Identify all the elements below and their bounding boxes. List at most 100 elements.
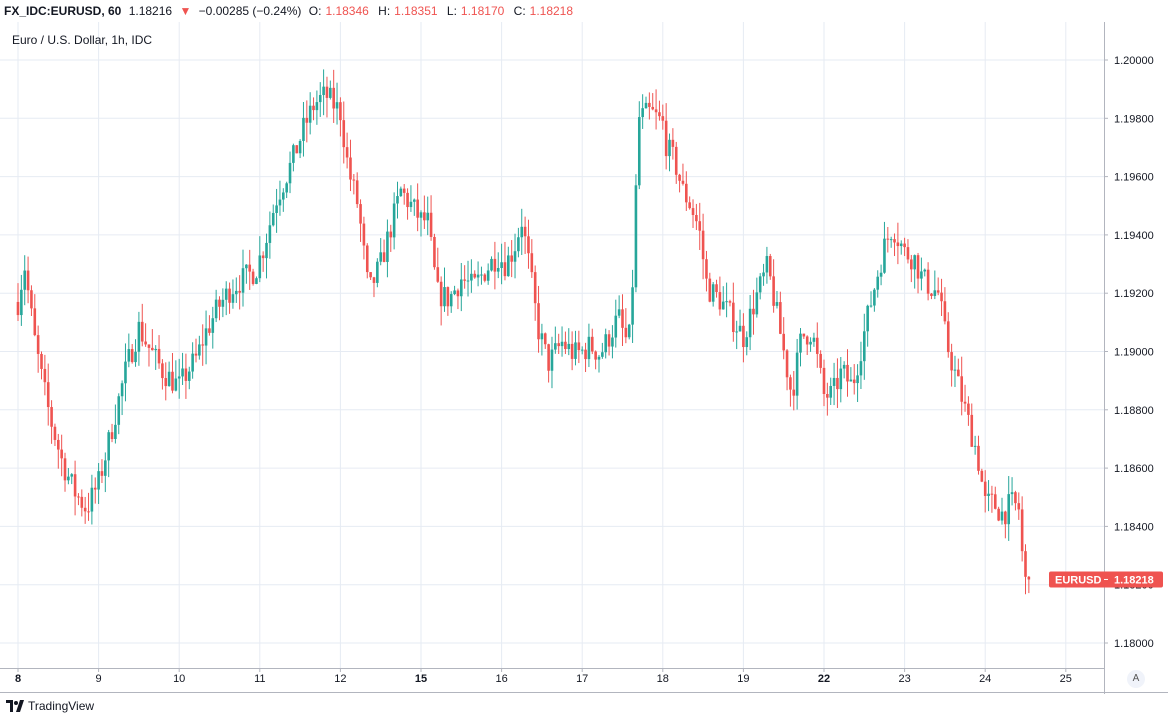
candle-body — [416, 199, 419, 218]
candle-body — [742, 325, 745, 348]
candle-body — [483, 274, 487, 281]
candle-body — [792, 389, 796, 396]
candle-body — [396, 196, 399, 204]
candle-body — [372, 277, 376, 283]
chart-area[interactable]: 1.20000 1.19800 1.19600 1.19400 1.19200 1.190… — [0, 22, 1168, 694]
candle-body — [164, 378, 168, 387]
candle-body — [282, 192, 285, 200]
candle-body — [302, 117, 305, 141]
candle-body — [329, 87, 332, 98]
candle-body — [990, 493, 994, 495]
candle-body — [26, 270, 30, 291]
symbol-label[interactable]: FX_IDC:EURUSD, 60 — [4, 4, 122, 18]
candle-body — [604, 334, 608, 353]
candle-body — [493, 258, 497, 272]
candle-body — [507, 255, 510, 277]
candle-body — [443, 287, 446, 307]
candle-body — [779, 302, 782, 334]
candle-body — [641, 108, 644, 118]
candle-body — [1004, 511, 1007, 525]
candle-body — [879, 272, 883, 277]
candle-body — [967, 403, 970, 415]
price-axis: 1.20000 1.19800 1.19600 1.19400 1.19200 1.190… — [1104, 22, 1168, 694]
change-down-icon: ▼ — [179, 4, 192, 18]
candle-body — [1017, 503, 1021, 510]
candle-body — [805, 336, 809, 345]
price-tag-symbol: EURUSD — [1055, 574, 1102, 586]
candle-body — [271, 212, 275, 226]
candle-body — [436, 267, 440, 282]
candle-body — [893, 239, 896, 243]
candlestick-chart[interactable]: 1.20000 1.19800 1.19600 1.19400 1.19200 1.190… — [0, 22, 1168, 694]
candle-body — [718, 292, 722, 310]
candle-body — [423, 212, 426, 221]
candle-body — [691, 208, 695, 216]
candle-body — [936, 290, 940, 293]
candle-body — [698, 221, 702, 231]
candle-body — [611, 337, 614, 347]
candle-body — [822, 367, 826, 394]
candle-body — [977, 445, 980, 471]
candle-body — [745, 337, 749, 348]
grid-lines — [0, 22, 1104, 668]
candle-body — [402, 188, 406, 193]
candle-body — [298, 140, 302, 154]
candle-body — [943, 301, 947, 322]
candle-body — [70, 474, 74, 477]
high-label: H: — [378, 4, 391, 18]
price-tick-label: 1.19800 — [1114, 113, 1154, 125]
price-tick-label: 1.19600 — [1114, 172, 1154, 184]
candle-body — [644, 102, 648, 109]
candle-body — [379, 252, 382, 262]
candle-body — [863, 331, 866, 362]
candle-body — [547, 344, 550, 371]
open-label: O: — [308, 4, 322, 18]
candle-body — [231, 294, 235, 303]
candle-body — [181, 368, 184, 377]
candle-body — [224, 288, 228, 300]
candle-body — [826, 393, 829, 398]
candle-body — [456, 290, 460, 297]
candle-body — [275, 205, 278, 213]
price-tag-value: 1.18218 — [1114, 574, 1154, 586]
candle-body — [711, 284, 715, 302]
candle-body — [913, 255, 916, 270]
candle-body — [258, 255, 262, 279]
time-tick-label: 22 — [818, 673, 830, 685]
chart-header: FX_IDC:EURUSD, 60 1.18216 ▼ −0.00285 (−0… — [0, 0, 1168, 22]
candle-body — [510, 255, 513, 262]
candle-body — [36, 335, 40, 354]
candle-body — [174, 378, 178, 391]
candle-body — [419, 212, 423, 218]
candle-body — [20, 289, 23, 316]
candle-body — [594, 351, 597, 360]
candle-body — [218, 299, 221, 307]
candle-body — [1024, 551, 1027, 577]
candle-body — [513, 251, 517, 262]
candle-body — [748, 308, 752, 338]
candle-body — [261, 255, 265, 259]
candle-body — [768, 256, 772, 277]
candle-body — [537, 303, 540, 340]
candle-body — [268, 225, 272, 243]
time-tick-label: 10 — [173, 673, 185, 685]
time-tick-label: 11 — [254, 673, 265, 685]
candle-body — [708, 278, 712, 302]
candle-body — [255, 278, 258, 284]
candle-body — [570, 343, 574, 359]
footer: TradingView — [0, 694, 1168, 716]
candle-body — [265, 242, 268, 259]
candle-body — [597, 356, 601, 360]
candle-body — [590, 336, 594, 352]
tradingview-logo[interactable]: TradingView — [6, 698, 94, 714]
candle-body — [795, 352, 799, 396]
candle-body — [154, 348, 157, 351]
candle-body — [110, 432, 114, 440]
candle-body — [681, 180, 685, 184]
candle-body — [144, 341, 147, 345]
candle-body — [77, 496, 80, 498]
candle-body — [365, 245, 369, 273]
price-tag: EURUSD 1.18218 — [1049, 571, 1163, 588]
auto-scale-button[interactable]: A — [1127, 670, 1145, 688]
candle-body — [335, 102, 339, 109]
